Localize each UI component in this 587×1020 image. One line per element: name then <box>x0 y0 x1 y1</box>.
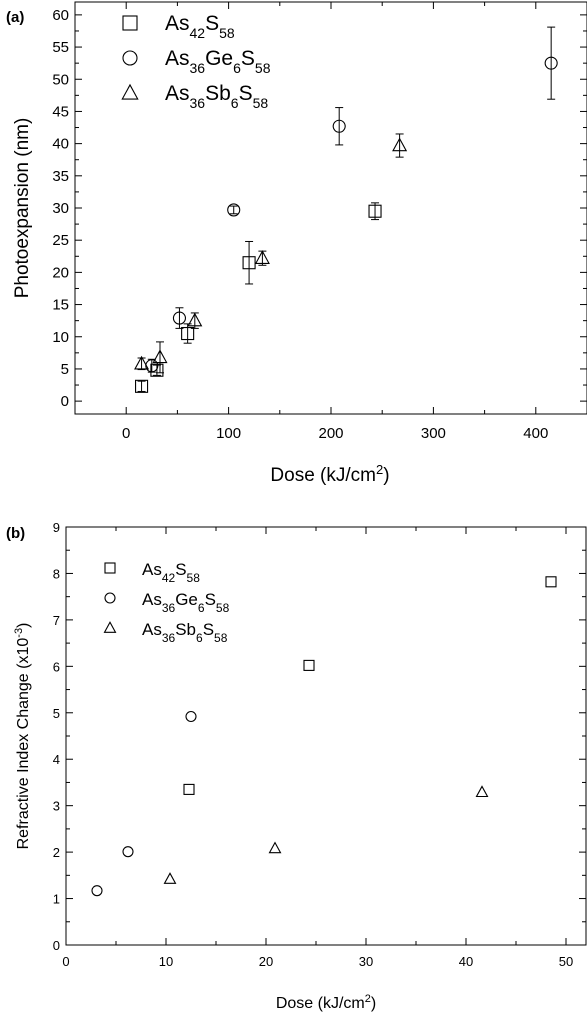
y-tick-label: 35 <box>52 168 69 185</box>
y-tick-label: 10 <box>52 329 69 346</box>
x-tick-label: 10 <box>159 954 173 969</box>
data-point-triangle <box>152 349 168 364</box>
y-tick-label: 9 <box>53 520 60 535</box>
y-tick-label: 20 <box>52 264 69 281</box>
data-point-triangle <box>392 137 408 152</box>
panel-a-y-axis-title: Photoexpansion (nm) <box>12 118 33 299</box>
data-point-triangle <box>268 841 282 854</box>
data-point-square <box>368 204 382 218</box>
x-tick-label: 300 <box>421 425 446 442</box>
legend-marker-circle <box>104 592 116 604</box>
legend-entry-label: As36Ge6S58 <box>142 590 230 615</box>
data-point-circle <box>544 56 558 70</box>
panel-a-plot-frame <box>74 1 587 415</box>
data-point-triangle <box>134 355 150 370</box>
panel-a-label: (a) <box>6 9 24 26</box>
y-tick-label: 30 <box>52 200 69 217</box>
data-point-circle <box>122 846 134 858</box>
legend-marker-square <box>104 562 116 574</box>
legend-marker-triangle <box>121 83 139 100</box>
panel-b-x-axis-title: Dose (kJ/cm2) <box>276 993 376 1012</box>
panel-a-ticks: 0 100 200 300 400 0 5 10 15 20 25 30 35 40 45 50 55 60 <box>52 2 587 442</box>
data-point-square <box>545 576 557 588</box>
legend-entry-label: As36Sb6S58 <box>165 82 268 111</box>
legend-marker-square <box>122 15 138 31</box>
data-point-triangle <box>254 250 270 264</box>
panel-b-label: (b) <box>6 525 25 542</box>
data-point-circle <box>185 710 197 723</box>
x-tick-label: 0 <box>122 425 130 442</box>
panel-a-x-axis-title: Dose (kJ/cm2) <box>270 462 389 487</box>
data-point-triangle <box>475 785 489 798</box>
legend-marker-circle <box>122 50 138 66</box>
y-tick-label: 5 <box>53 706 60 721</box>
y-tick-label: 2 <box>53 845 60 860</box>
y-tick-label: 60 <box>52 7 69 24</box>
data-point-square <box>150 363 164 377</box>
x-tick-label: 50 <box>559 954 573 969</box>
y-tick-label: 50 <box>52 71 69 88</box>
y-tick-label: 7 <box>53 613 60 628</box>
x-tick-label: 400 <box>523 425 548 442</box>
x-tick-label: 20 <box>259 954 273 969</box>
y-tick-label: 25 <box>52 232 69 249</box>
data-point-circle <box>91 885 103 897</box>
legend-entry-label: As42S58 <box>165 12 235 41</box>
y-tick-label: 55 <box>52 39 69 56</box>
data-point-square <box>135 379 149 393</box>
legend-entry-label: As36Sb6S58 <box>142 620 228 645</box>
x-tick-label: 40 <box>459 954 473 969</box>
panel-a-photoexpansion: (a) 0 100 200 300 400 0 5 10 15 20 25 30 35 40 45 50 55 6… <box>6 1 587 487</box>
panel-b-legend: As42S58 As36Ge6S58 As36Sb6S58 <box>103 560 230 645</box>
x-tick-label: 30 <box>359 954 373 969</box>
y-tick-label: 8 <box>53 566 60 581</box>
panel-b-y-axis-title: Refractive Index Change (x10-3) <box>13 623 32 850</box>
y-tick-label: 3 <box>53 799 60 814</box>
data-point-triangle <box>187 312 203 327</box>
x-tick-label: 0 <box>62 954 69 969</box>
data-point-circle <box>227 203 241 217</box>
y-tick-label: 6 <box>53 659 60 674</box>
y-tick-label: 45 <box>52 103 69 120</box>
y-tick-label: 15 <box>52 297 69 314</box>
y-tick-label: 4 <box>53 752 60 767</box>
data-point-square <box>242 256 256 270</box>
data-point-square <box>181 326 195 341</box>
x-tick-label: 200 <box>318 425 343 442</box>
legend-entry-label: As42S58 <box>142 560 200 585</box>
panel-a-legend: As42S58 As36Ge6S58 As36Sb6S58 <box>121 12 271 111</box>
y-tick-label: 40 <box>52 136 69 153</box>
panel-a-data-marks <box>134 26 558 393</box>
data-point-circle <box>332 119 346 133</box>
data-point-square <box>183 783 195 795</box>
x-tick-label: 100 <box>216 425 241 442</box>
panel-b-data-marks <box>91 576 557 897</box>
legend-marker-triangle <box>103 621 117 633</box>
data-point-triangle <box>163 872 177 884</box>
data-point-square <box>303 659 315 671</box>
panel-b-refractive-index: (b) 0 10 20 30 40 50 0 1 2 3 4 5 6 7 8 9 As42S58 As36Ge6… <box>6 520 587 1012</box>
panel-b-ticks: 0 10 20 30 40 50 0 1 2 3 4 5 6 7 8 9 <box>53 520 586 969</box>
legend-entry-label: As36Ge6S58 <box>165 47 271 76</box>
data-point-circle <box>172 311 186 325</box>
y-tick-label: 0 <box>53 938 60 953</box>
y-tick-label: 0 <box>61 393 69 410</box>
y-tick-label: 5 <box>61 361 69 378</box>
y-tick-label: 1 <box>53 892 60 907</box>
